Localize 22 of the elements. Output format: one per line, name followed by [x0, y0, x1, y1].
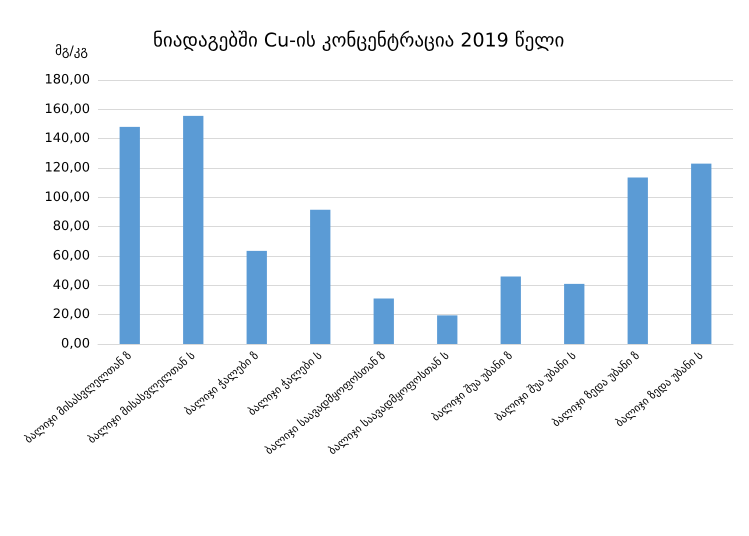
bar	[564, 284, 584, 344]
y-tick-label: 80,00	[52, 219, 90, 234]
y-tick-label: 40,00	[52, 278, 90, 293]
y-tick-label: 100,00	[44, 190, 90, 205]
bar	[628, 178, 648, 344]
bar	[500, 276, 521, 344]
y-tick-label: 160,00	[44, 102, 90, 117]
bar	[691, 164, 712, 344]
y-tick-label: 20,00	[52, 307, 90, 322]
bar	[183, 116, 204, 344]
bar	[437, 315, 458, 344]
y-tick-label: 120,00	[44, 160, 90, 176]
bar	[310, 210, 330, 344]
y-axis-title: მგ/კგ	[55, 44, 88, 59]
chart-title: ნიადაგებში Cu-ის კონცენტრაცია 2019 წელი	[153, 30, 564, 52]
y-tick-label: 60,00	[52, 248, 90, 264]
y-tick-label: 0,00	[61, 336, 90, 352]
bar	[120, 126, 140, 344]
y-tick-label: 140,00	[44, 131, 90, 146]
y-tick-label: 180,00	[44, 72, 90, 88]
bar	[374, 298, 394, 344]
bar	[246, 250, 267, 344]
